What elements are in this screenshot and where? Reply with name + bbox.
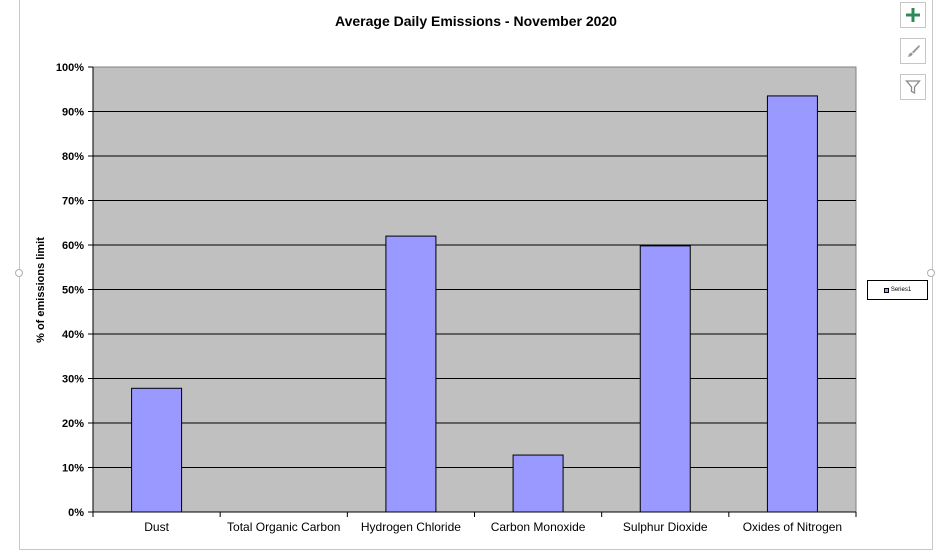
y-tick-label: 100% [56,62,84,74]
y-tick-label: 10% [62,463,84,475]
bar[interactable] [766,95,818,513]
plus-icon [906,8,920,22]
legend-label: Series1 [890,287,912,293]
x-tick-label: Dust [144,520,169,534]
y-tick-label: 80% [62,151,84,163]
y-tick-label: 60% [62,240,84,252]
y-tick-label: 0% [68,507,84,519]
x-tick-label: Sulphur Dioxide [623,520,708,534]
y-tick-label: 90% [62,107,84,119]
bar[interactable] [385,235,437,513]
y-tick-label: 30% [62,374,84,386]
bar[interactable] [131,387,183,513]
funnel-icon [905,80,921,95]
x-tick-label: Hydrogen Chloride [361,520,461,534]
gridlines [93,111,856,468]
x-tick-label: Total Organic Carbon [227,520,340,534]
y-tick-label: 70% [62,196,84,208]
resize-handle-right[interactable] [927,269,935,277]
bar[interactable] [512,454,564,513]
brush-icon [908,45,920,57]
legend-swatch [883,287,889,293]
chart-elements-button[interactable] [900,2,926,28]
chart-filters-button[interactable] [900,74,926,100]
legend[interactable]: Series1 [867,280,928,300]
y-tick-label: 20% [62,418,84,430]
chart-title: Average Daily Emissions - November 2020 [335,13,617,29]
y-tick-label: 50% [62,285,84,297]
x-tick-label: Oxides of Nitrogen [743,520,842,534]
axes: 0% 10% 20% 30% 40% 50% 60% 70% 80% 90% 100% Dust Tot… [56,62,857,534]
y-axis-label: % of emissions limit [35,237,47,343]
chart-styles-button[interactable] [900,38,926,64]
y-tick-label: 40% [62,329,84,341]
x-tick-label: Carbon Monoxide [491,520,586,534]
resize-handle-left[interactable] [15,269,23,277]
bar[interactable] [639,245,691,513]
